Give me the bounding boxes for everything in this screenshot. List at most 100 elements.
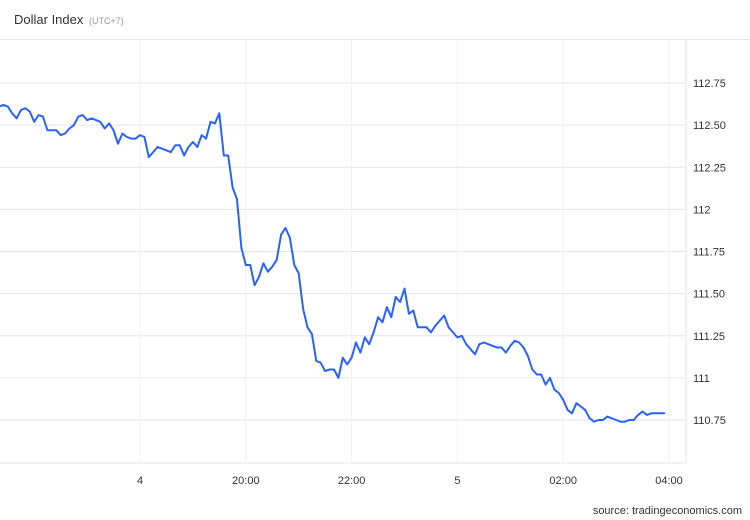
data-point — [465, 343, 468, 345]
data-point — [646, 414, 648, 416]
y-tick-label: 112 — [693, 204, 711, 216]
y-tick-label: 112.75 — [693, 78, 726, 90]
data-point — [311, 333, 313, 335]
data-point — [544, 383, 547, 386]
data-point — [597, 419, 600, 421]
data-point — [42, 115, 44, 118]
data-point — [324, 370, 326, 372]
data-point — [654, 412, 657, 415]
data-point — [130, 137, 132, 140]
x-tick-label: 02:00 — [549, 475, 577, 487]
data-point — [11, 112, 13, 115]
data-point — [372, 331, 375, 334]
data-point — [152, 151, 155, 153]
data-point — [183, 154, 185, 157]
x-tick-label: 22:00 — [338, 475, 366, 487]
y-tick-label: 111.25 — [693, 331, 725, 343]
data-point — [341, 356, 344, 359]
x-tick-label: 20:00 — [232, 475, 260, 487]
timezone-label: (UTC+7) — [89, 16, 124, 26]
data-point — [377, 316, 379, 319]
data-point — [333, 368, 335, 371]
data-point — [580, 405, 582, 408]
data-point — [178, 144, 181, 147]
data-point — [553, 388, 556, 391]
data-point — [337, 377, 340, 379]
data-point — [381, 321, 384, 324]
data-point — [624, 420, 626, 423]
gridlines — [0, 40, 687, 464]
data-point — [619, 420, 622, 423]
data-point — [588, 417, 591, 420]
data-point — [86, 119, 88, 121]
data-point — [103, 127, 106, 130]
data-point — [412, 309, 415, 312]
data-point — [483, 341, 485, 344]
x-axis: 4 20:00 22:00 5 02:00 04:00 — [137, 475, 683, 487]
data-point — [461, 334, 463, 337]
data-point — [121, 132, 124, 135]
data-point — [297, 272, 300, 275]
data-point — [434, 324, 437, 327]
data-point — [46, 129, 49, 131]
data-point — [522, 346, 525, 349]
data-point — [509, 345, 512, 347]
data-point — [192, 141, 194, 143]
data-point — [205, 137, 207, 140]
data-point — [139, 134, 141, 137]
data-point — [584, 409, 587, 411]
data-point — [491, 345, 494, 347]
y-axis: 112.75 112.50 112.25 112 111.75 111.50 111.25 1… — [693, 78, 726, 427]
data-point — [55, 129, 58, 131]
data-point — [33, 120, 35, 123]
data-point — [125, 136, 128, 138]
data-point — [117, 142, 119, 145]
data-point — [143, 136, 146, 138]
data-point — [593, 420, 595, 423]
data-point — [571, 412, 573, 415]
data-point — [262, 262, 265, 265]
data-point — [68, 127, 71, 130]
data-point — [359, 351, 362, 354]
data-point — [209, 120, 212, 123]
data-point — [95, 119, 97, 121]
data-point — [236, 198, 238, 201]
data-point — [258, 275, 260, 278]
data-point — [518, 341, 520, 344]
data-point — [15, 117, 18, 120]
data-point — [394, 296, 397, 298]
data-point — [222, 154, 225, 157]
series — [0, 103, 666, 423]
data-point — [81, 114, 84, 116]
y-tick-label: 111 — [693, 373, 710, 385]
data-point — [386, 306, 388, 308]
data-point — [632, 419, 635, 421]
data-point — [399, 301, 401, 303]
data-point — [610, 417, 613, 420]
data-point — [289, 237, 291, 239]
data-point — [474, 353, 476, 356]
data-point — [267, 270, 269, 273]
data-point — [452, 331, 454, 334]
data-point — [245, 264, 247, 266]
data-point — [496, 346, 498, 349]
data-point — [218, 112, 221, 115]
data-point — [170, 151, 172, 153]
data-point — [606, 415, 609, 418]
data-point — [447, 326, 450, 329]
data-point — [293, 264, 296, 266]
data-point — [637, 414, 639, 416]
data-point — [562, 398, 564, 401]
data-point — [302, 307, 304, 310]
data-point — [535, 373, 538, 376]
data-point — [28, 110, 31, 113]
y-tick-label: 112.25 — [693, 162, 726, 174]
data-point — [59, 134, 62, 137]
data-point — [368, 343, 371, 345]
data-point — [663, 412, 666, 415]
data-point — [628, 419, 631, 421]
x-tick-label: 5 — [454, 475, 460, 487]
data-point — [112, 129, 115, 131]
y-tick-label: 110.75 — [693, 415, 726, 427]
